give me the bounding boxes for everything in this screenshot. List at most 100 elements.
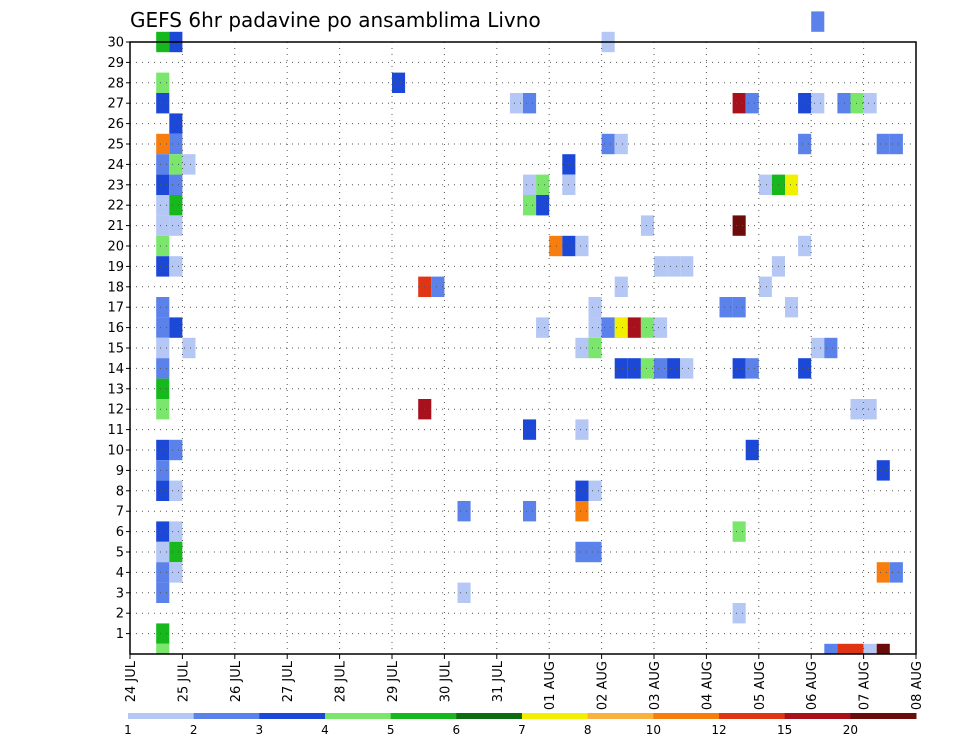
precip-cell [614,358,628,379]
y-axis-ticks: 1234567891011121314151617181920212223242… [107,36,130,642]
precip-cell [536,195,550,216]
colorbar-label: 8 [584,723,592,737]
y-tick-label: 24 [107,158,124,173]
precip-cell [640,358,654,379]
colorbar-swatch [522,713,589,719]
colorbar-swatch [128,713,195,719]
precip-cell [156,337,170,359]
colorbar-label: 4 [321,723,329,737]
y-tick-label: 5 [116,546,124,561]
precip-cell [156,154,170,175]
y-tick-label: 30 [107,36,124,51]
precip-cell [575,419,589,440]
precip-cell [798,358,812,379]
y-tick-label: 19 [107,260,124,275]
x-tick-label: 07 AUG [858,661,873,710]
precip-cell [863,399,877,420]
y-tick-label: 3 [116,586,124,601]
precip-cell [588,480,602,501]
precip-cell [575,480,589,501]
colorbar-swatch [587,713,654,719]
colorbar: 1 2 3 4 5 6 7 8 10 12 15 20 [124,713,917,737]
precip-cell [169,256,183,277]
precip-cell [640,215,654,236]
precip-cell [837,643,851,654]
y-tick-label: 6 [116,525,124,540]
x-tick-label: 25 JUL [176,660,191,702]
precip-cell [588,317,602,338]
precip-cell [523,195,537,216]
precip-cell [745,358,759,379]
y-tick-label: 22 [107,199,124,214]
x-tick-label: 27 JUL [281,660,296,702]
precip-cell [169,113,183,134]
precip-cell [156,399,170,420]
precip-cell [156,256,170,277]
y-tick-label: 18 [107,280,124,295]
precip-cell [824,337,838,359]
precip-cell [889,133,903,155]
precip-cell [457,501,471,522]
y-tick-label: 13 [107,382,124,397]
precip-cell [156,643,170,654]
precip-cell [667,358,681,379]
precip-cell [876,460,890,481]
precip-cell [156,378,170,399]
x-tick-label: 06 AUG [805,661,820,710]
precip-cell [680,358,694,379]
precip-cell [614,133,628,155]
x-tick-label: 04 AUG [700,661,715,710]
precip-cell [523,501,537,522]
precip-cell [156,297,170,318]
precip-cell [392,72,406,93]
y-tick-label: 21 [107,219,124,234]
x-tick-label: 28 JUL [334,660,349,702]
precip-cell [811,11,825,32]
precip-cell [732,297,746,318]
precip-cell [156,460,170,481]
precip-cell [156,72,170,93]
precip-cell [850,399,864,420]
y-tick-label: 1 [116,627,124,642]
colorbar-swatch [653,713,720,719]
y-tick-label: 28 [107,76,124,91]
precip-cell [732,215,746,236]
precip-cell [785,297,799,318]
precip-cell [156,215,170,236]
colorbar-swatch [325,713,392,719]
precip-cell [654,358,668,379]
precip-cell [182,337,196,359]
y-tick-label: 2 [116,607,124,622]
colorbar-label: 15 [777,723,792,737]
precip-cell [156,521,170,542]
colorbar-swatch [193,713,260,719]
colorbar-swatch [390,713,457,719]
y-tick-label: 10 [107,444,124,459]
precip-cell [536,174,550,195]
y-tick-label: 11 [107,423,124,438]
precip-cell [745,93,759,114]
precip-cell [169,562,183,583]
precip-cell [745,439,759,461]
precip-cell [156,623,170,644]
y-tick-label: 23 [107,178,124,193]
precip-cell [732,603,746,624]
precip-cell [431,276,445,297]
precip-cell [837,93,851,114]
precip-cell [588,297,602,318]
precip-cell [156,582,170,603]
precip-cell [876,643,890,654]
precip-cell [798,93,812,114]
y-tick-label: 25 [107,138,124,153]
precip-cell [156,541,170,563]
y-tick-label: 16 [107,321,124,336]
colorbar-swatch [259,713,326,719]
precip-cell [876,562,890,583]
precip-cell [523,419,537,440]
precip-cell [457,582,471,603]
precip-cell [182,154,196,175]
precip-cell [156,317,170,338]
y-tick-label: 29 [107,56,124,71]
x-tick-label: 03 AUG [648,661,663,710]
precip-cell [575,541,589,563]
